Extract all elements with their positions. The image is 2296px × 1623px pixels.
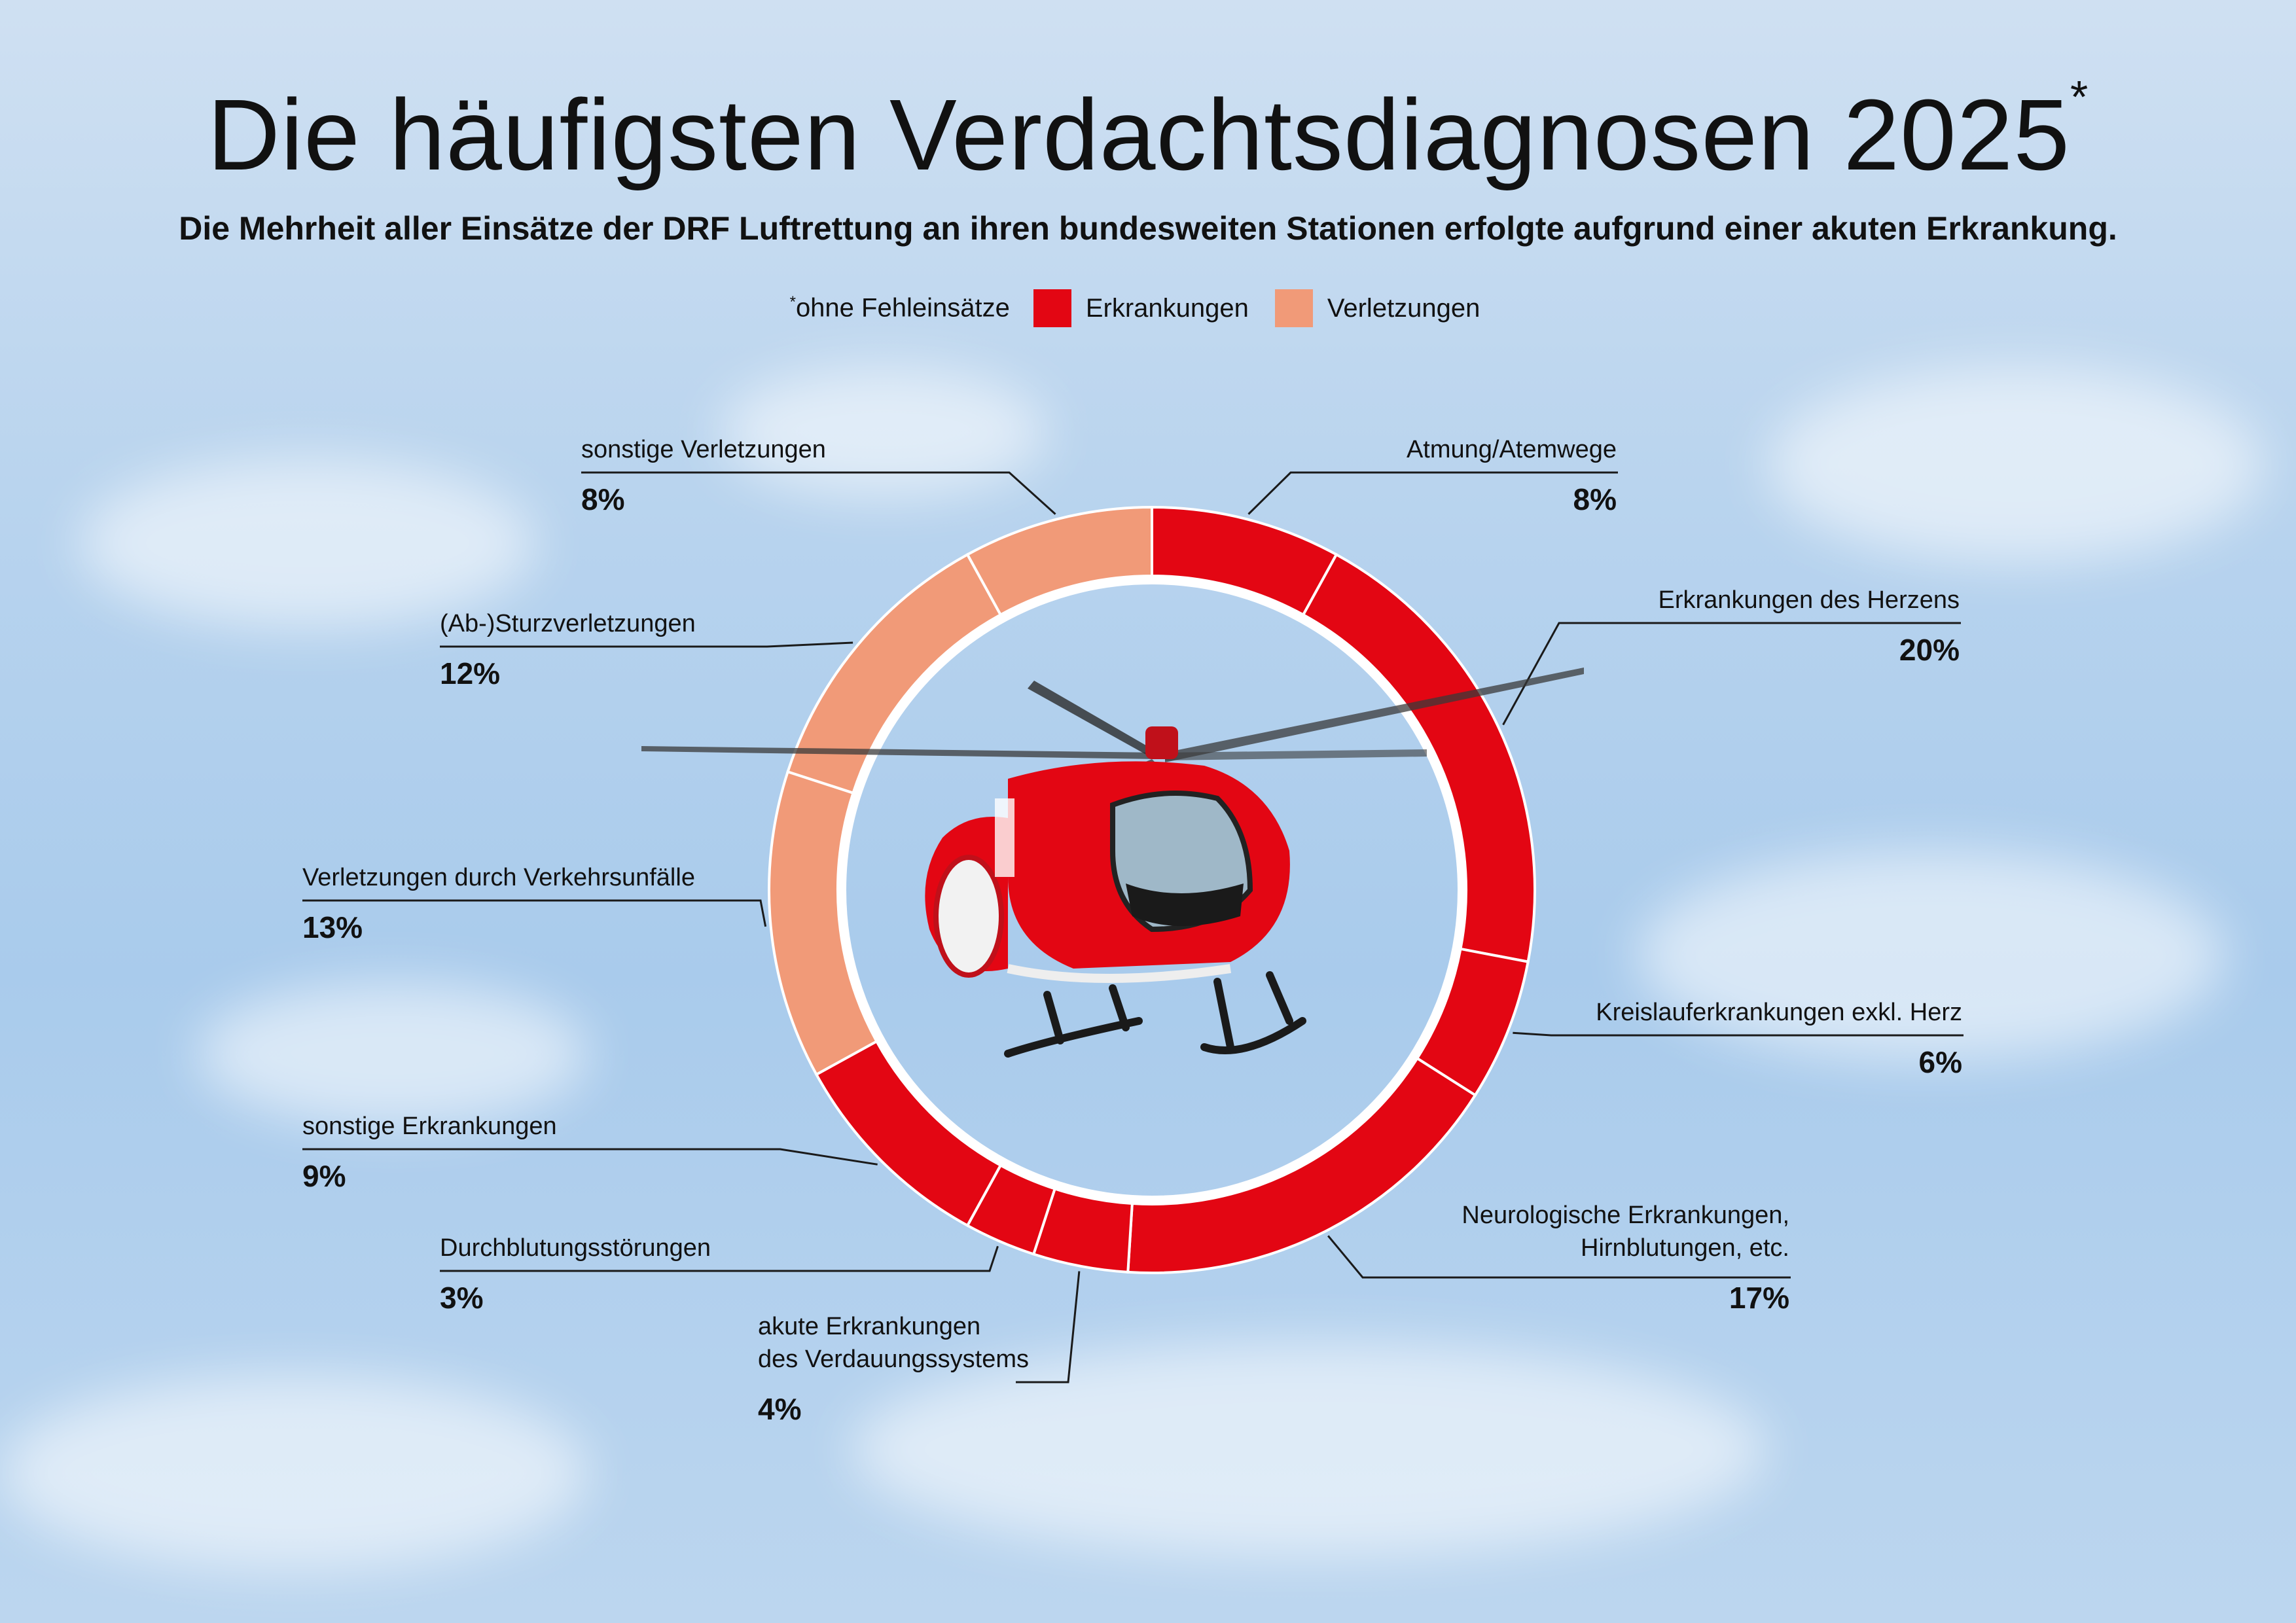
cloud [0,1374,589,1571]
landing-skids [1004,971,1306,1058]
cloud [1767,366,2265,563]
cloud [720,366,1047,497]
label-durchblutung: Durchblutungsstörungen 3% [440,1232,898,1314]
leader-line-6 [302,1148,878,1166]
label-durchblutung-value: 3% [440,1281,484,1315]
title-asterisk: * [2070,71,2089,122]
cloud [196,982,589,1126]
leader-line-5 [440,1245,999,1272]
donut-inner-ring [837,575,1467,1205]
label-verdauung: akute Erkrankungen des Verdauungssystems… [758,1310,1124,1425]
leader-line-8 [440,641,853,648]
leader-line-4 [1016,1271,1081,1383]
title-text: Die häufigsten Verdachtsdiagnosen 2025 [207,79,2071,191]
cloud [1636,851,2225,1060]
label-kreislauf-value: 6% [1918,1045,1962,1079]
helicopter-illustration [641,668,1584,1058]
leader-line-3 [1327,1235,1791,1279]
helicopter-nose [1126,883,1244,926]
label-verkehr: Verletzungen durch Verkehrsunfälle 13% [302,861,800,944]
legend-item-verletzungen: Verletzungen [1274,289,1480,327]
label-neuro-text-1: Neurologische Erkrankungen, [1462,1202,1789,1229]
cloud [851,1342,1767,1558]
label-kreislauf-text: Kreislauferkrankungen exkl. Herz [1596,999,1962,1026]
fenestron [933,855,1004,978]
label-neuro: Neurologische Erkrankungen, Hirnblutunge… [1361,1199,1789,1314]
label-herz-value: 20% [1899,633,1960,667]
legend-note: *ohne Fehleinsätze [790,293,1010,323]
label-atmung: Atmung/Atemwege 8% [1230,433,1617,516]
leader-line-1 [1502,622,1961,726]
legend-swatch-verletzungen [1274,289,1313,327]
label-sonst-erkr: sonstige Erkrankungen 9% [302,1110,761,1192]
label-sturz: (Ab-)Sturzverletzungen 12% [440,607,898,690]
leader-line-7 [302,899,767,927]
legend-item-erkrankungen: Erkrankungen [1033,289,1249,327]
leader-line-2 [1513,1031,1964,1037]
label-herz: Erkrankungen des Herzens 20% [1492,584,1960,666]
label-verdauung-text-2: des Verdauungssystems [758,1346,1030,1373]
label-sturz-text: (Ab-)Sturzverletzungen [440,610,696,637]
label-herz-text: Erkrankungen des Herzens [1658,586,1960,614]
label-neuro-value: 17% [1729,1281,1789,1315]
label-atmung-text: Atmung/Atemwege [1406,436,1617,463]
label-sonst-verl-value: 8% [581,482,625,516]
label-sonst-verl: sonstige Verletzungen 8% [581,433,1039,516]
label-durchblutung-text: Durchblutungsstörungen [440,1234,711,1262]
label-sonst-erkr-text: sonstige Erkrankungen [302,1113,557,1140]
chart-title: Die häufigsten Verdachtsdiagnosen 2025* [0,71,2296,193]
leader-line-0 [1247,471,1618,515]
label-kreislauf: Kreislauferkrankungen exkl. Herz 6% [1427,996,1962,1079]
label-sturz-value: 12% [440,656,501,690]
legend: *ohne Fehleinsätze Erkrankungen Verletzu… [0,289,2296,327]
legend-swatch-erkrankungen [1033,289,1071,327]
legend-note-asterisk: * [789,293,796,312]
legend-label-erkrankungen: Erkrankungen [1085,293,1249,323]
label-sonst-erkr-value: 9% [302,1159,346,1193]
label-verkehr-text: Verletzungen durch Verkehrsunfälle [302,864,695,891]
rotor-hub [1145,726,1178,759]
label-verkehr-value: 13% [302,910,363,944]
legend-note-text: ohne Fehleinsätze [795,293,1010,323]
label-sonst-verl-text: sonstige Verletzungen [581,436,826,463]
label-atmung-value: 8% [1573,482,1617,516]
cloud [79,458,537,628]
label-verdauung-text-1: akute Erkrankungen [758,1313,981,1340]
leader-line-9 [581,471,1056,515]
legend-label-verletzungen: Verletzungen [1327,293,1480,323]
chart-subtitle: Die Mehrheit aller Einsätze der DRF Luft… [179,210,2117,247]
body-stripe [1007,964,1232,983]
tail-stripe [995,798,1014,877]
label-verdauung-value: 4% [758,1392,802,1426]
label-neuro-text-2: Hirnblutungen, etc. [1581,1234,1789,1262]
